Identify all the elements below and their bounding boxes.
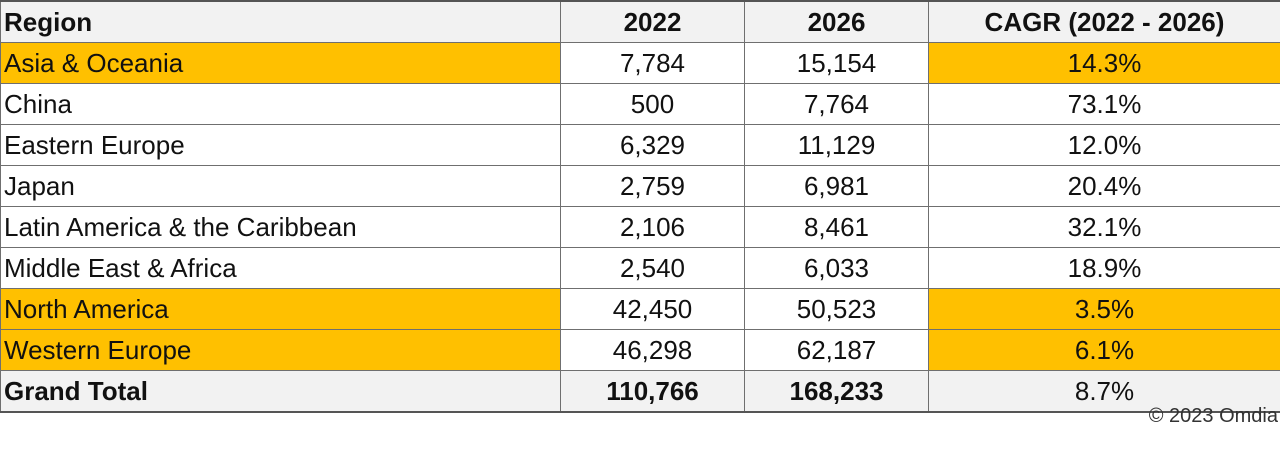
cagr-cell: 3.5% [928,288,1280,330]
value-2026-cell: 15,154 [744,42,929,84]
cagr-cell: 12.0% [928,124,1280,166]
value-2022-cell: 6,329 [560,124,745,166]
data-table: Region 2022 2026 CAGR (2022 - 2026) Asia… [0,0,1280,413]
value-2026-cell: 8,461 [744,206,929,248]
table-row: North America 42,450 50,523 3.5% [0,288,1280,330]
value-2022-cell: 2,540 [560,247,745,289]
cagr-cell: 20.4% [928,165,1280,207]
table-row: China 500 7,764 73.1% [0,83,1280,125]
copyright-notice: © 2023 Omdia [1148,405,1278,427]
region-cell: Western Europe [0,329,561,371]
region-cell: Latin America & the Caribbean [0,206,561,248]
column-header-2026: 2026 [744,0,929,43]
region-cell: Eastern Europe [0,124,561,166]
column-header-2022: 2022 [560,0,745,43]
value-2022-cell: 46,298 [560,329,745,371]
value-2022-cell: 2,759 [560,165,745,207]
value-2026-cell: 50,523 [744,288,929,330]
table-row: Asia & Oceania 7,784 15,154 14.3% [0,42,1280,84]
value-2026-cell: 6,033 [744,247,929,289]
table-row: Japan 2,759 6,981 20.4% [0,165,1280,207]
region-cell: Middle East & Africa [0,247,561,289]
column-header-region: Region [0,0,561,43]
value-2026-cell: 6,981 [744,165,929,207]
table-row: Eastern Europe 6,329 11,129 12.0% [0,124,1280,166]
header-row: Region 2022 2026 CAGR (2022 - 2026) [0,0,1280,43]
cagr-cell: 32.1% [928,206,1280,248]
value-2022-cell: 42,450 [560,288,745,330]
region-cell: Asia & Oceania [0,42,561,84]
cagr-cell: 73.1% [928,83,1280,125]
table-body: Asia & Oceania 7,784 15,154 14.3% China 500 7,… [0,42,1280,413]
cagr-cell: 6.1% [928,329,1280,371]
table-row: Middle East & Africa 2,540 6,033 18.9% [0,247,1280,289]
region-cell: North America [0,288,561,330]
value-2026-cell: 11,129 [744,124,929,166]
value-2022-cell: 7,784 [560,42,745,84]
grand-total-row: Grand Total 110,766 168,233 8.7% [0,370,1280,413]
region-cell: China [0,83,561,125]
cagr-cell: 14.3% [928,42,1280,84]
region-cell: Japan [0,165,561,207]
table-row: Latin America & the Caribbean 2,106 8,461 3… [0,206,1280,248]
grand-total-2026: 168,233 [744,370,929,413]
value-2022-cell: 2,106 [560,206,745,248]
value-2026-cell: 62,187 [744,329,929,371]
grand-total-cagr: 8.7% [928,370,1280,413]
table-row: Western Europe 46,298 62,187 6.1% [0,329,1280,371]
value-2026-cell: 7,764 [744,83,929,125]
column-header-cagr: CAGR (2022 - 2026) [928,0,1280,43]
cagr-cell: 18.9% [928,247,1280,289]
grand-total-label: Grand Total [0,370,561,413]
grand-total-2022: 110,766 [560,370,745,413]
value-2022-cell: 500 [560,83,745,125]
